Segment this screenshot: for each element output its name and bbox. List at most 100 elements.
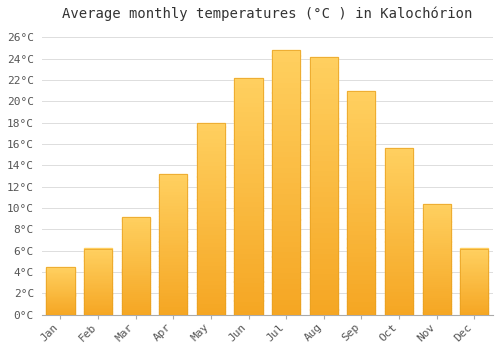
Bar [197, 173, 225, 176]
Bar [348, 95, 376, 100]
Bar [272, 182, 300, 188]
Bar [122, 266, 150, 268]
Bar [385, 281, 413, 285]
Bar [310, 273, 338, 279]
Bar [234, 158, 262, 163]
Bar [197, 169, 225, 173]
Bar [234, 253, 262, 258]
Bar [159, 301, 188, 303]
Bar [159, 241, 188, 244]
Bar [422, 313, 450, 315]
Bar [197, 307, 225, 311]
Bar [159, 205, 188, 208]
Bar [272, 82, 300, 87]
Bar [460, 301, 488, 303]
Bar [310, 67, 338, 72]
Bar [234, 191, 262, 196]
Bar [460, 296, 488, 297]
Bar [122, 264, 150, 266]
Bar [348, 126, 376, 131]
Bar [348, 167, 376, 172]
Bar [122, 303, 150, 305]
Bar [310, 263, 338, 268]
Bar [310, 247, 338, 253]
Bar [197, 245, 225, 250]
Bar [385, 235, 413, 238]
Bar [272, 219, 300, 225]
Bar [122, 258, 150, 260]
Bar [348, 100, 376, 104]
Bar [385, 148, 413, 152]
Bar [234, 206, 262, 211]
Bar [385, 222, 413, 225]
Bar [422, 308, 450, 310]
Bar [46, 281, 74, 282]
Bar [422, 252, 450, 255]
Bar [422, 232, 450, 235]
Bar [234, 168, 262, 173]
Bar [272, 167, 300, 172]
Bar [422, 306, 450, 308]
Bar [122, 260, 150, 262]
Bar [197, 303, 225, 307]
Bar [234, 187, 262, 191]
Bar [46, 296, 74, 298]
Bar [460, 283, 488, 284]
Bar [46, 274, 74, 275]
Bar [272, 257, 300, 262]
Bar [197, 142, 225, 146]
Bar [159, 303, 188, 306]
Bar [234, 125, 262, 130]
Bar [122, 262, 150, 264]
Bar [348, 185, 376, 189]
Bar [460, 250, 488, 251]
Bar [234, 225, 262, 230]
Bar [159, 210, 188, 214]
Bar [385, 275, 413, 278]
Bar [310, 98, 338, 103]
Bar [422, 266, 450, 268]
Bar [46, 305, 74, 306]
Bar [460, 279, 488, 280]
Bar [122, 299, 150, 301]
Bar [272, 304, 300, 309]
Bar [159, 244, 188, 247]
Bar [234, 102, 262, 106]
Bar [122, 238, 150, 240]
Bar [310, 134, 338, 139]
Bar [197, 192, 225, 196]
Bar [234, 163, 262, 168]
Bar [272, 177, 300, 182]
Bar [460, 289, 488, 291]
Bar [46, 293, 74, 294]
Bar [84, 293, 112, 295]
Bar [122, 270, 150, 272]
Bar [310, 57, 338, 62]
Bar [422, 295, 450, 297]
Bar [422, 235, 450, 237]
Bar [348, 297, 376, 301]
Bar [46, 312, 74, 313]
Bar [422, 284, 450, 286]
Bar [422, 301, 450, 304]
Bar [272, 108, 300, 114]
Bar [272, 140, 300, 146]
Bar [84, 260, 112, 262]
Bar [84, 272, 112, 274]
Bar [234, 244, 262, 248]
Bar [234, 234, 262, 239]
Bar [122, 220, 150, 223]
Bar [197, 261, 225, 265]
Bar [197, 134, 225, 138]
Bar [46, 300, 74, 301]
Bar [385, 298, 413, 301]
Bar [460, 276, 488, 278]
Bar [46, 309, 74, 310]
Bar [310, 186, 338, 191]
Bar [46, 276, 74, 277]
Bar [46, 288, 74, 289]
Bar [348, 306, 376, 310]
Bar [197, 226, 225, 230]
Bar [84, 305, 112, 307]
Bar [272, 272, 300, 278]
